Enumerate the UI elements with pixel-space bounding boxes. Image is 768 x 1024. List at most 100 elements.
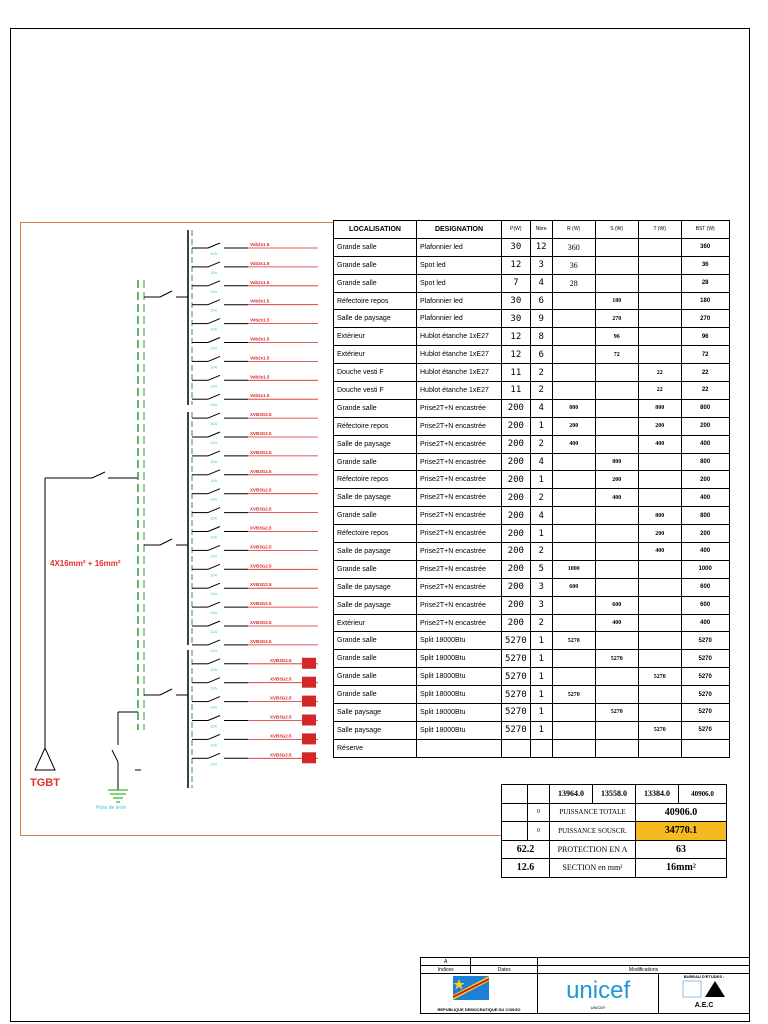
- table-row: Salle de paysage Plafonnier led 30 9 270 270: [333, 309, 730, 329]
- svg-text:10A: 10A: [210, 516, 217, 521]
- cell-phase-s: [594, 559, 639, 579]
- circuit-3: 10A Vob2x1.5: [192, 280, 318, 294]
- table-row: Grande salle Spot led 7 4 28 28: [333, 273, 730, 293]
- cell-total: 400: [680, 542, 730, 561]
- cell-designation: Prise2T+N encastrée: [416, 542, 502, 561]
- svg-text:10A: 10A: [210, 251, 217, 256]
- cell-phase-s: [594, 720, 639, 740]
- cell-count: 1: [529, 720, 553, 740]
- cell-phase-s: 400: [594, 488, 639, 508]
- circuit-2: 10A Vob3x1.5: [192, 261, 318, 275]
- cell-phase-s: [594, 434, 639, 454]
- cell-phase-t: [637, 237, 682, 257]
- cell-total: 72: [680, 345, 730, 365]
- cell-phase-t: 400: [637, 542, 682, 561]
- cell-count: 3: [529, 255, 553, 275]
- table-row: Réfectoire repos Prise2T+N encastrée 200 1 2…: [333, 524, 730, 544]
- cell-total: 800: [680, 398, 730, 418]
- bureau-cell: BUREAU D'ETUDES : A.E.C: [658, 973, 750, 1014]
- cell-designation: Plafonnier led: [416, 309, 502, 329]
- cell-localisation: Grande salle: [333, 667, 417, 687]
- cell-phase-r: 800: [551, 398, 596, 418]
- cell-power: 200: [501, 542, 531, 561]
- cell-phase-s: [594, 416, 639, 436]
- table-row: Grande salle Split 18000Btu 5270 1 5270 5270: [333, 631, 730, 651]
- table-row: Douche vesti F Hublot étanche 1xE27 11 2 22 2…: [333, 381, 730, 400]
- cell-designation: Prise2T+N encastrée: [416, 577, 502, 597]
- cell-phase-t: [637, 273, 682, 293]
- cell-phase-t: [637, 470, 682, 490]
- bureau-name: A.E.C: [694, 1002, 714, 1009]
- table-row: Réserve: [333, 738, 730, 758]
- svg-text:10A: 10A: [210, 308, 217, 313]
- cell-power: 200: [501, 398, 531, 418]
- svg-text:10A: 10A: [210, 383, 217, 388]
- courant-value: 62.2: [501, 839, 550, 859]
- circuit-12: 10A XVB3G2.5: [192, 450, 318, 464]
- cell-count: 1: [529, 649, 553, 669]
- cell-phase-s: [594, 363, 639, 383]
- protection-value: 63: [635, 839, 727, 859]
- circuit-22: 10A XVB3G2.5: [192, 639, 318, 653]
- circuit-17: 10A XVB3G2.5: [192, 544, 318, 558]
- circuit-10: 10A XVB3G2.5: [192, 412, 318, 426]
- cell-count: 1: [529, 667, 553, 687]
- svg-text:10A: 10A: [210, 610, 217, 615]
- svg-text:XVB3G2.5: XVB3G2.5: [250, 488, 272, 493]
- cell-power: 7: [501, 273, 531, 293]
- cell-designation: Hublot étanche 1xE27: [416, 345, 502, 365]
- ground-label: Prise de terre: [96, 805, 126, 811]
- cell-phase-s: [594, 524, 639, 544]
- cell-phase-t: [637, 738, 682, 758]
- cell-power: 30: [501, 309, 531, 329]
- cell-power: 5270: [501, 631, 531, 651]
- cell-total: 22: [680, 381, 730, 400]
- tgbt-symbol: [34, 746, 56, 771]
- cell-phase-s: 400: [594, 613, 639, 633]
- cell-localisation: Salle de paysage: [333, 595, 417, 615]
- header-t: T (W): [637, 220, 682, 239]
- cell-total: 400: [680, 488, 730, 508]
- svg-text:10A: 10A: [210, 346, 217, 351]
- cell-phase-r: 200: [551, 416, 596, 436]
- cell-total: 800: [680, 452, 730, 472]
- phase-totals-row: 13964.0 13558.0 13384.0 40906.0: [501, 784, 727, 804]
- svg-text:XVB3G2.5: XVB3G2.5: [270, 677, 292, 682]
- cell-phase-s: 180: [594, 291, 639, 311]
- header-s: S (W): [594, 220, 639, 239]
- svg-text:XVB3G2.5: XVB3G2.5: [250, 526, 272, 531]
- cell-count: 2: [529, 381, 553, 400]
- cell-localisation: Salle de paysage: [333, 542, 417, 561]
- cell-designation: Prise2T+N encastrée: [416, 416, 502, 436]
- svg-text:10A: 10A: [210, 535, 217, 540]
- cell-localisation: Grande salle: [333, 237, 417, 257]
- svg-text:10A: 10A: [210, 497, 217, 502]
- cell-localisation: Grande salle: [333, 255, 417, 275]
- cell-localisation: Réfectoire repos: [333, 416, 417, 436]
- circuit-lines: 10A Vob2x1.5 10A Vob3x1.5 10A Vob2x1.5 10A Vob3…: [192, 242, 318, 766]
- table-row: Salle de paysage Prise2T+N encastrée 200 2 4…: [333, 542, 730, 561]
- cell-phase-t: [637, 703, 682, 722]
- cell-total: 200: [680, 524, 730, 544]
- cell-power: 30: [501, 291, 531, 311]
- cell-count: 8: [529, 327, 553, 347]
- header-designation: DESIGNATION: [416, 220, 502, 239]
- cell-phase-r: 600: [551, 577, 596, 597]
- puissance-totale-row: 0 PUISSANCE TOTALE 40906.0: [501, 802, 727, 822]
- cell-count: 1: [529, 416, 553, 436]
- cell-phase-t: [637, 595, 682, 615]
- table-row: Grande salle Prise2T+N encastrée 200 5 1000 1…: [333, 559, 730, 579]
- cell-phase-t: 22: [637, 363, 682, 383]
- cell-total: 36: [680, 255, 730, 275]
- cell-phase-s: 5270: [594, 703, 639, 722]
- cell-phase-t: [637, 577, 682, 597]
- cell-phase-r: [551, 613, 596, 633]
- svg-text:10A: 10A: [210, 270, 217, 275]
- cell-count: 6: [529, 291, 553, 311]
- cell-phase-t: [637, 309, 682, 329]
- cell-power: 11: [501, 381, 531, 400]
- cell-power: 5270: [501, 667, 531, 687]
- svg-text:XVB3G2.5: XVB3G2.5: [270, 752, 292, 757]
